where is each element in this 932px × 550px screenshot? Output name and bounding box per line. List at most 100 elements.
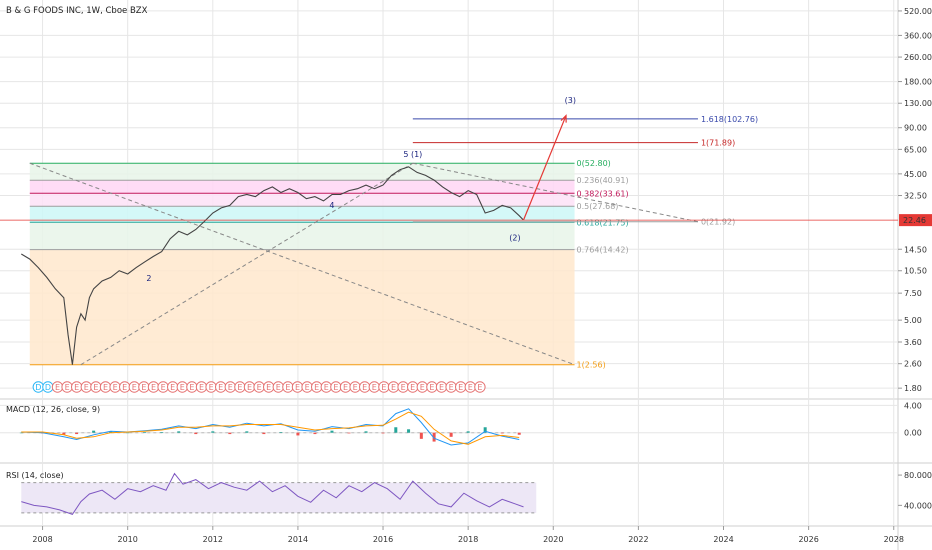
macd-histogram-bar: [517, 432, 521, 435]
event-marker-label: D: [45, 383, 51, 392]
macd-histogram-bar: [228, 432, 232, 435]
trendline-dashed: [29, 162, 575, 366]
macd-histogram-bar: [92, 430, 96, 433]
wave-label: 4: [329, 201, 334, 210]
y-tick-label: 260.00: [904, 53, 932, 62]
macd-histogram-bar: [19, 432, 23, 434]
fib-zone: [29, 180, 575, 194]
event-marker-label: E: [266, 383, 271, 392]
wave-label: 2: [146, 274, 151, 283]
macd-histogram-bar: [194, 432, 198, 435]
event-marker-label: E: [237, 383, 242, 392]
fib-level-label: 0.618(21.75): [577, 218, 629, 227]
price-line: [21, 166, 524, 365]
macd-tick-label: 4.00: [904, 401, 922, 410]
wave-label: (3): [565, 96, 576, 105]
wave-label: 5 (1): [403, 150, 422, 159]
macd-histogram-bar: [432, 432, 436, 442]
event-marker-label: E: [209, 383, 214, 392]
event-marker-label: E: [170, 383, 175, 392]
trendline-dashed: [80, 162, 414, 366]
event-marker-label: E: [276, 383, 281, 392]
event-marker-label: E: [314, 383, 319, 392]
macd-series-line: [21, 411, 520, 445]
y-tick-label: 360.00: [904, 31, 932, 40]
y-tick-label: 2.60: [904, 360, 922, 369]
fib-level-label: 0.236(40.91): [577, 176, 629, 185]
event-marker-label: E: [410, 383, 415, 392]
event-marker-label: E: [55, 383, 60, 392]
event-marker-label: E: [439, 383, 444, 392]
event-marker-label: E: [381, 383, 386, 392]
macd-histogram-bar: [245, 431, 249, 433]
fib-zone: [29, 163, 575, 181]
macd-histogram-bar: [75, 432, 79, 435]
macd-histogram-bar: [407, 429, 411, 433]
y-tick-label: 5.00: [904, 316, 922, 325]
event-marker-label: E: [228, 383, 233, 392]
last-price-tag: [899, 214, 932, 227]
y-tick-label: 130.00: [904, 99, 932, 108]
event-marker-label: E: [257, 383, 262, 392]
event-marker-label: E: [362, 383, 367, 392]
event-marker-label: D: [35, 383, 41, 392]
y-tick-label: 65.00: [904, 145, 927, 154]
x-tick-label: 2028: [884, 535, 904, 544]
event-marker-label: E: [247, 383, 252, 392]
y-tick-label: 10.50: [904, 267, 927, 276]
rsi-series-line: [21, 472, 524, 516]
macd-histogram-bar: [143, 432, 147, 433]
event-marker-label: E: [353, 383, 358, 392]
event-marker-label: E: [151, 383, 156, 392]
fib-level-label: 0.382(33.61): [577, 189, 629, 198]
y-tick-label: 520.00: [904, 7, 932, 16]
event-marker-label: E: [84, 383, 89, 392]
event-marker-label: E: [161, 383, 166, 392]
event-marker-label: E: [285, 383, 290, 392]
event-marker-label: E: [189, 383, 194, 392]
event-marker-label: E: [305, 383, 310, 392]
last-price-label: 22.46: [903, 216, 926, 225]
event-marker-label: E: [93, 383, 98, 392]
x-tick-label: 2024: [713, 535, 733, 544]
macd-histogram-bar: [330, 430, 334, 433]
fib-extension-label: 1.618(102.76): [701, 115, 758, 124]
event-marker-label: E: [132, 383, 137, 392]
event-marker-label: E: [343, 383, 348, 392]
x-tick-label: 2012: [203, 535, 223, 544]
event-marker-label: E: [74, 383, 79, 392]
x-tick-label: 2020: [543, 535, 563, 544]
macd-histogram-bar: [211, 431, 215, 433]
macd-histogram-bar: [483, 427, 487, 433]
fib-level-label: 1(2.56): [577, 361, 606, 370]
rsi-title: RSI (14, close): [6, 471, 64, 480]
macd-histogram-bar: [449, 432, 453, 437]
projection-arrow-head: [560, 114, 567, 123]
event-marker-label: E: [401, 383, 406, 392]
event-marker-label: E: [199, 383, 204, 392]
fib-level-label: 0.764(14.42): [577, 246, 629, 255]
macd-histogram-bar: [177, 431, 181, 433]
macd-histogram-bar: [419, 432, 423, 439]
y-tick-label: 90.00: [904, 124, 927, 133]
event-marker: [474, 381, 486, 393]
event-marker-label: E: [449, 383, 454, 392]
x-tick-label: 2010: [117, 535, 137, 544]
macd-histogram-bar: [62, 432, 66, 435]
rsi-band: [21, 482, 537, 513]
x-tick-label: 2016: [373, 535, 393, 544]
event-marker-label: E: [65, 383, 70, 392]
macd-histogram-bar: [347, 432, 351, 434]
macd-histogram-bar: [381, 432, 385, 434]
macd-histogram-bar: [313, 432, 317, 435]
event-marker-label: E: [218, 383, 223, 392]
event-marker-label: E: [420, 383, 425, 392]
event-marker-label: E: [113, 383, 118, 392]
y-tick-label: 7.50: [904, 289, 922, 298]
fib-extension-label: 0(21.92): [701, 218, 735, 227]
event-marker-label: E: [324, 383, 329, 392]
wave-label: (2): [509, 234, 520, 243]
y-tick-label: 180.00: [904, 78, 932, 87]
macd-histogram-bar: [500, 432, 504, 434]
